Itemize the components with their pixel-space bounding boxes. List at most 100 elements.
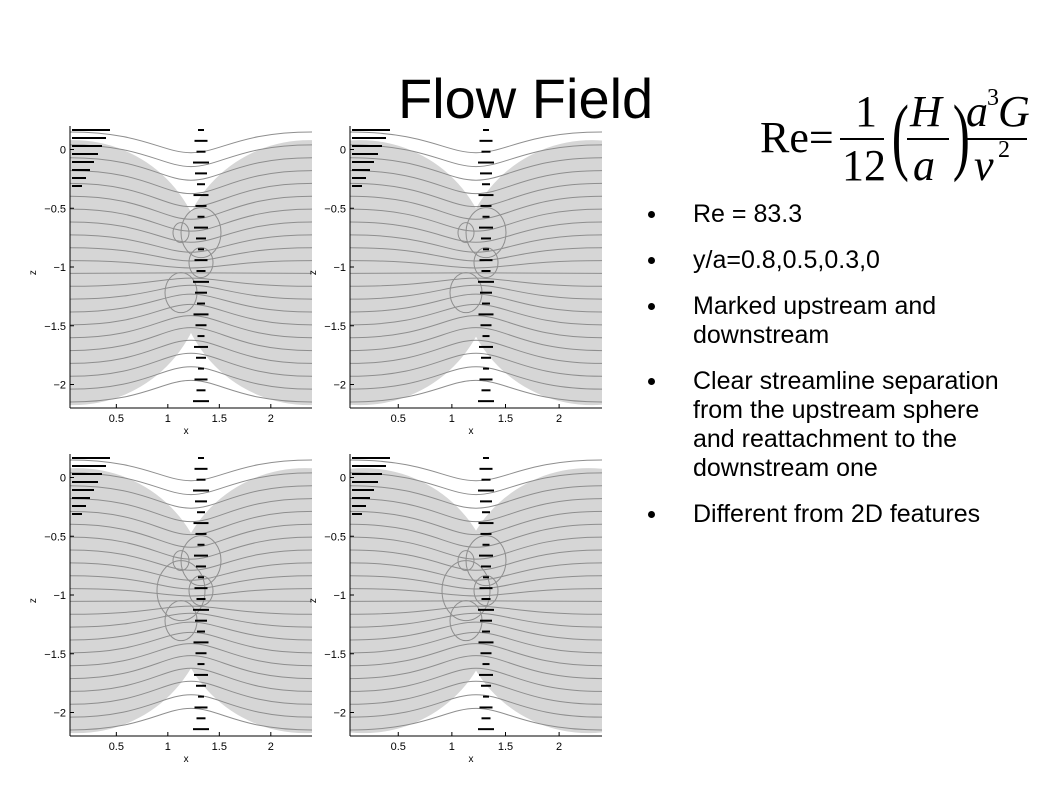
streamline (70, 315, 312, 339)
streamline (70, 339, 312, 364)
streamline (70, 303, 312, 326)
streamline (350, 523, 602, 548)
streamline (350, 366, 602, 390)
z-axis-label: z (308, 598, 319, 603)
streamline (70, 575, 312, 590)
formula-paren-left: ( (891, 87, 909, 183)
flow-plot-top-right: 0 −0.5 −1 −1.5 −2 0.5 1 1.5 2 x z (308, 118, 616, 440)
streamline (70, 221, 312, 243)
streamline (70, 707, 312, 731)
x-tick-label: 1 (165, 413, 171, 425)
streamline (350, 144, 602, 168)
x-tick-label: 2 (268, 741, 274, 753)
streamline (350, 472, 602, 496)
x-tick-label: 1 (449, 413, 455, 425)
streamline (350, 694, 602, 718)
streamline (350, 621, 602, 641)
x-tick-label: 1 (165, 741, 171, 753)
streamline (350, 655, 602, 680)
streamline (70, 472, 312, 496)
streamline (70, 208, 312, 232)
streamline (70, 247, 312, 262)
streamline (70, 195, 312, 220)
z-tick-label: −2 (333, 380, 346, 392)
streamline (70, 612, 312, 628)
bullet-item: Clear streamline separation from the ups… (648, 367, 1008, 483)
x-axis-label: x (184, 426, 189, 437)
reynolds-formula: Re= 1 12 ( H a ) a 3 G v 2 (760, 85, 1030, 190)
streamline (70, 510, 312, 536)
z-tick-label: −0.5 (44, 531, 66, 543)
streamline (350, 575, 602, 590)
z-tick-label: −0.5 (324, 531, 346, 543)
streamline (350, 339, 602, 364)
x-tick-label: 0.5 (109, 741, 124, 753)
formula-paren-right: ) (952, 87, 970, 183)
streamline (70, 272, 312, 274)
streamline (350, 315, 602, 339)
bullet-item: Re = 83.3 (648, 200, 1008, 229)
fraction-bar (907, 138, 949, 140)
x-axis-label: x (468, 426, 473, 437)
streamline (70, 536, 312, 560)
bullet-list: Re = 83.3 y/a=0.8,0.5,0.3,0 Marked upstr… (648, 200, 1008, 546)
recirculation-loop (457, 222, 475, 244)
streamline (70, 694, 312, 718)
fraction-bar (963, 138, 1027, 140)
streamline (350, 588, 602, 597)
streamline (350, 379, 602, 403)
bullet-item: Different from 2D features (648, 500, 1008, 529)
x-tick-label: 1.5 (498, 413, 513, 425)
streamline (350, 208, 602, 232)
recirculation-loop (473, 575, 499, 607)
streamline (70, 327, 312, 352)
z-tick-label: −1.5 (324, 649, 346, 661)
streamline (70, 667, 312, 692)
x-tick-label: 1 (449, 741, 455, 753)
streamline (350, 459, 602, 482)
recirculation-loop (188, 247, 214, 279)
bullet-item: Marked upstream and downstream (648, 292, 1008, 350)
streamline (70, 170, 312, 195)
formula-h: H (910, 87, 942, 136)
z-tick-label: −0.5 (324, 203, 346, 215)
formula-g: G (998, 87, 1030, 136)
streamline (70, 549, 312, 571)
flow-plot-top-left: 0 −0.5 −1 −1.5 −2 0.5 1 1.5 2 x z (28, 118, 328, 440)
streamline (70, 459, 312, 482)
streamline (350, 562, 602, 581)
streamline (70, 144, 312, 168)
flow-plot-bottom-left: 0 −0.5 −1 −1.5 −2 0.5 1 1.5 2 x z (28, 446, 328, 768)
z-tick-label: −1.5 (324, 321, 346, 333)
formula-den: 12 (842, 141, 886, 190)
formula-exp3: 3 (987, 85, 999, 111)
z-tick-label: −2 (333, 708, 346, 720)
z-tick-label: −1.5 (44, 649, 66, 661)
streamline (70, 680, 312, 705)
streamline (70, 352, 312, 377)
formula-nu: v (974, 141, 994, 190)
flow-plot-bottom-right: 0 −0.5 −1 −1.5 −2 0.5 1 1.5 2 x z (308, 446, 616, 768)
formula-lhs: Re= (760, 113, 834, 162)
streamline (350, 605, 602, 615)
streamline (350, 221, 602, 243)
formula-a: a (913, 141, 935, 190)
streamline (350, 247, 602, 262)
streamline (350, 600, 602, 602)
streamline (70, 655, 312, 680)
streamline (350, 707, 602, 731)
z-tick-label: 0 (340, 473, 346, 485)
x-axis-label: x (184, 754, 189, 765)
x-tick-label: 0.5 (391, 413, 406, 425)
formula-a3g-a: a (966, 87, 988, 136)
streamline (70, 157, 312, 181)
streamline (70, 485, 312, 509)
streamline (350, 485, 602, 509)
streamline (350, 272, 602, 274)
streamline (70, 234, 312, 253)
streamline (70, 523, 312, 548)
streamline (350, 352, 602, 377)
streamline (350, 170, 602, 195)
streamline (350, 667, 602, 692)
recirculation-loop (473, 247, 499, 279)
